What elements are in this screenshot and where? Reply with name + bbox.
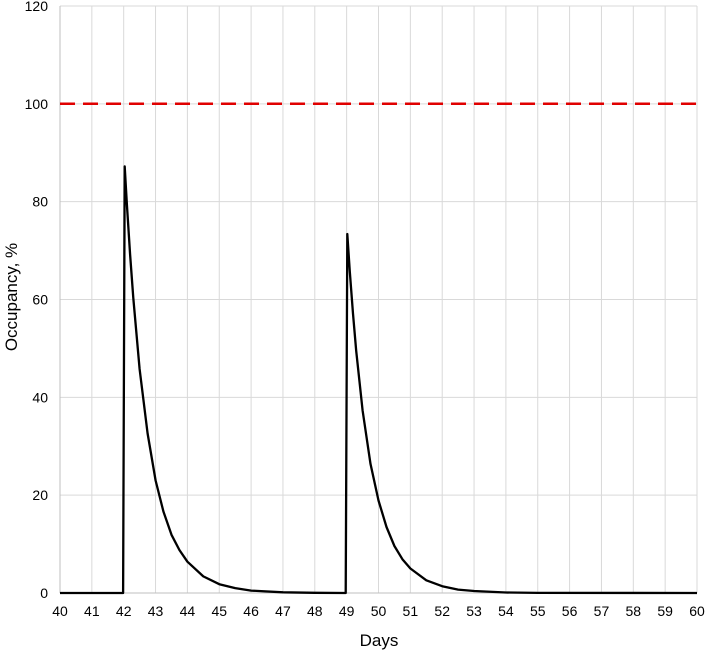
x-tick-label: 59 [657,603,673,619]
x-tick-label: 52 [434,603,450,619]
gridlines [60,5,698,593]
series-group [60,102,698,595]
y-tick-label: 20 [32,487,48,503]
x-tick-labels: 40 41 42 43 44 45 46 47 48 49 50 51 52 53 54 55 56 57 58 59… [52,603,705,619]
x-tick-label: 42 [116,603,132,619]
x-tick-label: 57 [594,603,610,619]
y-tick-label: 0 [40,585,48,601]
y-tick-labels: 0 20 40 60 80 100 120 [25,0,49,601]
y-tick-label: 80 [32,194,48,210]
x-tick-label: 58 [626,603,642,619]
x-tick-label: 44 [180,603,196,619]
x-tick-label: 54 [498,603,514,619]
x-tick-label: 56 [562,603,578,619]
x-tick-label: 43 [148,603,164,619]
x-tick-label: 50 [371,603,387,619]
x-tick-label: 49 [339,603,355,619]
occupancy-series-line [60,165,698,595]
x-tick-label: 55 [530,603,546,619]
x-tick-label: 46 [243,603,259,619]
x-axis-title: Days [360,631,399,650]
x-tick-label: 53 [466,603,482,619]
y-tick-label: 100 [25,96,49,112]
x-tick-label: 51 [403,603,419,619]
x-tick-label: 41 [84,603,100,619]
x-tick-label: 45 [211,603,227,619]
x-tick-label: 47 [275,603,291,619]
x-tick-label: 40 [52,603,68,619]
x-tick-label: 60 [689,603,705,619]
y-tick-label: 40 [32,389,48,405]
y-tick-label: 60 [32,292,48,308]
y-tick-label: 120 [25,0,49,14]
x-tick-label: 48 [307,603,323,619]
y-axis-title: Occupancy, % [2,243,21,351]
